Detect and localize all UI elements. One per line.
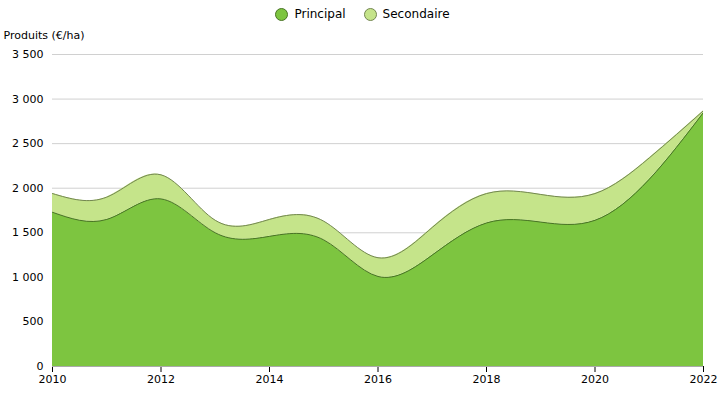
svg-text:Produits (€/ha): Produits (€/ha) <box>4 29 85 42</box>
svg-text:1 500: 1 500 <box>12 226 44 239</box>
svg-text:3 500: 3 500 <box>12 48 44 61</box>
svg-text:2014: 2014 <box>256 373 284 386</box>
svg-text:2012: 2012 <box>147 373 175 386</box>
html-text:Secondaire: Secondaire <box>382 7 450 21</box>
html-text:Principal: Principal <box>294 7 346 21</box>
svg-text:500: 500 <box>23 315 44 328</box>
svg-text:0: 0 <box>37 360 44 373</box>
svg-text:2022: 2022 <box>690 373 718 386</box>
svg-text:2 000: 2 000 <box>12 182 44 195</box>
svg-text:2010: 2010 <box>39 373 67 386</box>
svg-text:3 000: 3 000 <box>12 93 44 106</box>
svg-text:2020: 2020 <box>581 373 609 386</box>
svg-text:2018: 2018 <box>473 373 501 386</box>
svg-text:2 500: 2 500 <box>12 137 44 150</box>
svg-text:1 000: 1 000 <box>12 271 44 284</box>
svg-text:2016: 2016 <box>364 373 392 386</box>
